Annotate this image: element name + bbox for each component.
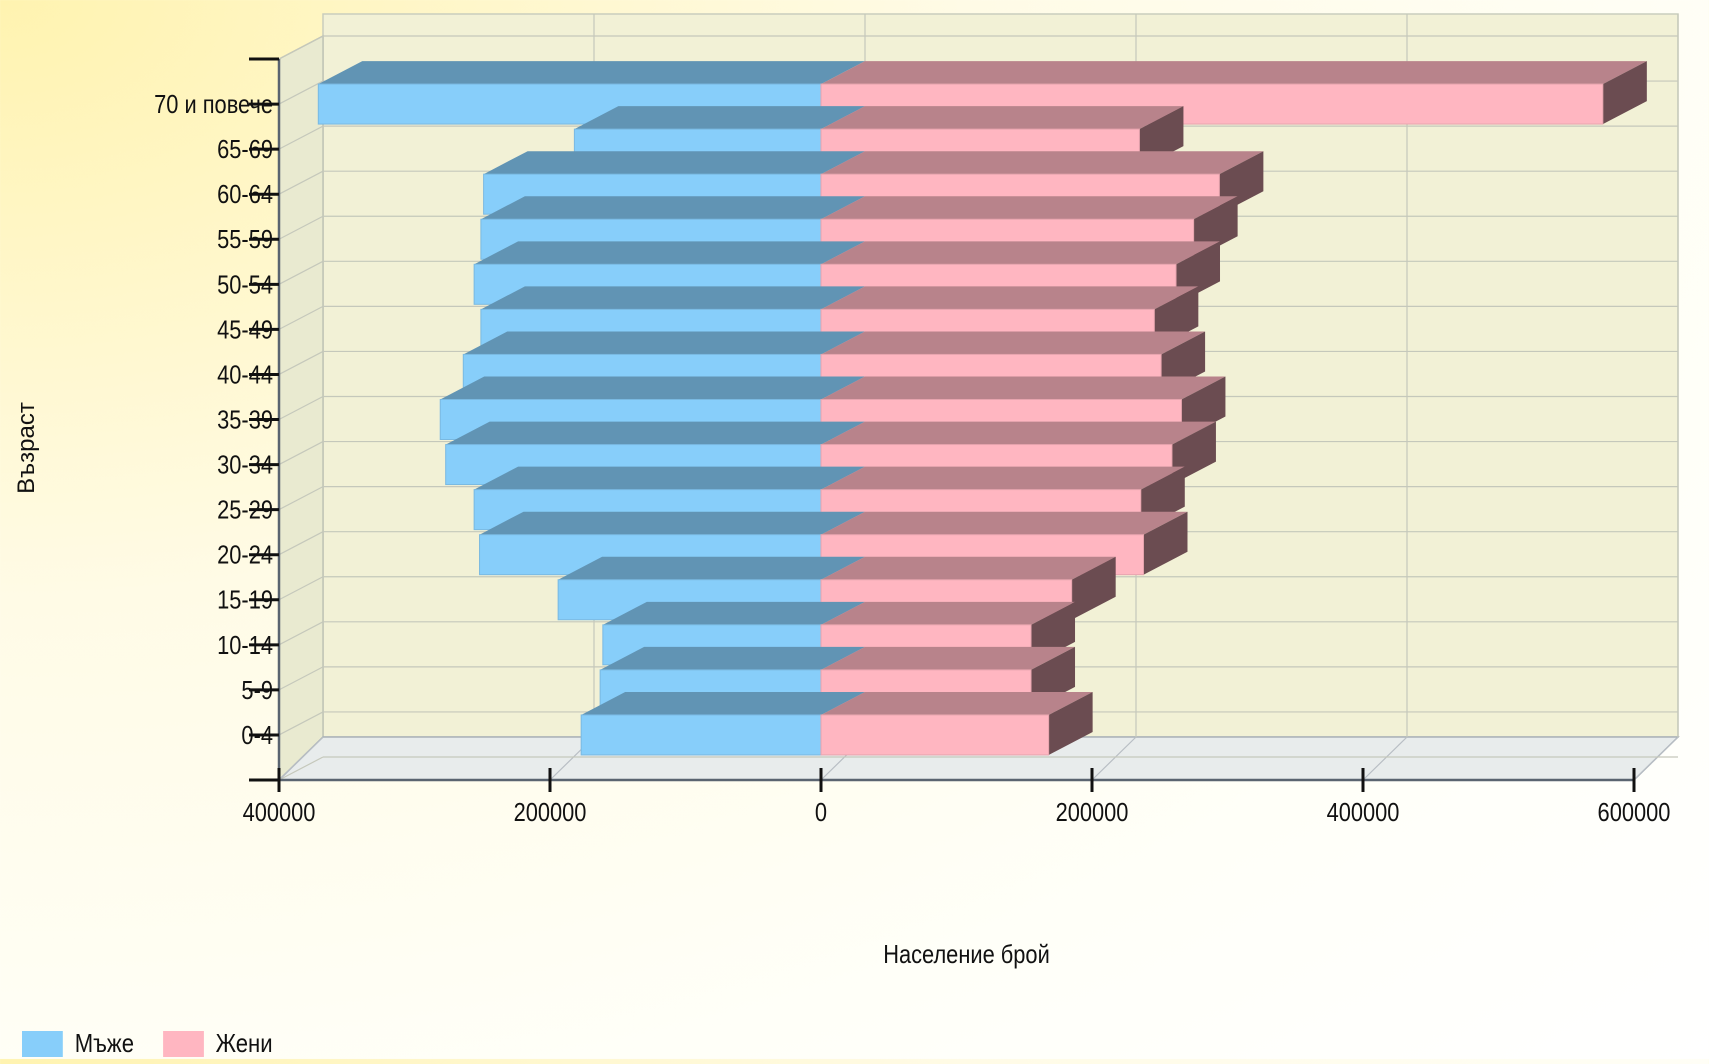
y-tick-label: 60-64 — [217, 180, 273, 209]
bar-women-top — [821, 151, 1264, 175]
bar-men-top — [480, 196, 865, 220]
side-grid-line — [278, 486, 324, 511]
side-grid-line — [278, 621, 324, 646]
bar-men-top — [463, 331, 865, 355]
y-tick-label: 40-44 — [217, 361, 273, 390]
side-grid-line — [278, 576, 324, 601]
y-tick-label: 35-39 — [217, 406, 273, 435]
bar-women-top — [821, 421, 1216, 445]
bar-women-side — [1602, 61, 1647, 125]
y-tick-label: 20-24 — [217, 541, 273, 570]
bar-women-top — [821, 196, 1238, 220]
floor-grid-line — [1091, 736, 1137, 781]
bar-women-top — [821, 376, 1226, 400]
bar-women-side — [1048, 691, 1093, 755]
y-tick-label: 55-59 — [217, 226, 273, 255]
legend-swatch-men — [22, 1030, 63, 1057]
side-grid-line — [278, 305, 324, 330]
floor-grid-line — [1633, 736, 1679, 781]
y-tick-label: 0-4 — [241, 721, 273, 750]
bar-women-top — [821, 511, 1188, 535]
y-tick-label: 45-49 — [217, 316, 273, 345]
bar-women-top — [821, 331, 1206, 355]
bar-men-top — [480, 286, 865, 310]
bar-women-front — [820, 714, 1050, 756]
bar-men-top — [440, 376, 865, 400]
y-tick-label: 70 и повече — [154, 90, 273, 119]
bar-women-side — [1143, 511, 1188, 575]
legend-item-men: Мъже — [22, 1028, 134, 1059]
bar-men-front — [580, 714, 822, 756]
legend: Мъже Жени — [22, 1028, 301, 1059]
bar-men-top — [318, 61, 865, 85]
bar-women-top — [821, 106, 1184, 130]
side-grid-line — [278, 35, 324, 60]
bar-men-top — [574, 106, 865, 130]
y-tick-label: 30-34 — [217, 451, 273, 480]
side-grid-line — [278, 531, 324, 556]
legend-item-women: Жени — [162, 1028, 273, 1059]
bar-men-top — [474, 466, 865, 490]
bar-men-top — [445, 421, 865, 445]
bar-women-top — [821, 601, 1076, 625]
y-tick-label: 65-69 — [217, 135, 273, 164]
side-grid-line — [278, 170, 324, 195]
bar-men — [580, 691, 865, 756]
side-grid-line — [278, 756, 324, 781]
bar-women-top — [821, 691, 1093, 715]
bar-women-top — [821, 286, 1199, 310]
legend-swatch-women — [162, 1030, 204, 1057]
side-grid-line — [278, 260, 324, 285]
x-tick-label: 600000 — [1598, 798, 1671, 827]
y-tick-label: 50-54 — [217, 271, 273, 300]
bar-women — [820, 691, 1093, 756]
floor-grid-line — [278, 736, 324, 781]
x-tick-label: 200000 — [514, 798, 587, 827]
bar-women-top — [821, 241, 1221, 265]
y-tick-label: 15-19 — [217, 586, 273, 615]
x-tick-label: 0 — [815, 798, 827, 827]
y-tick-label: 10-14 — [217, 631, 273, 660]
y-tick-label: 5-9 — [241, 676, 273, 705]
side-grid-line — [278, 395, 324, 421]
bar-women-top — [821, 466, 1185, 490]
bar-women-top — [821, 61, 1647, 85]
floor-grid-line — [1362, 736, 1408, 781]
x-tick-label: 400000 — [1327, 798, 1400, 827]
side-grid-line — [278, 215, 324, 240]
bar-men-top — [483, 151, 865, 175]
y-tick-label: 25-29 — [217, 496, 273, 525]
bar-men-top — [558, 556, 865, 580]
bar-women-top — [821, 556, 1116, 580]
bar-men-top — [600, 646, 865, 670]
bar-women-side — [1071, 556, 1116, 620]
side-grid-line — [278, 711, 324, 736]
x-tick-label: 200000 — [1056, 798, 1129, 827]
bar-men-top — [479, 511, 865, 535]
legend-label-women: Жени — [215, 1028, 273, 1058]
side-grid-line — [278, 666, 324, 691]
legend-label-men: Мъже — [74, 1028, 135, 1058]
side-grid-line — [278, 441, 324, 466]
side-grid-line — [278, 80, 324, 105]
side-grid-line — [278, 350, 324, 375]
bar-men-top — [474, 241, 865, 265]
bar-men-top — [602, 601, 865, 625]
bar-women-top — [821, 646, 1076, 670]
x-tick-label: 400000 — [243, 798, 316, 827]
y-axis-title: Възраст — [13, 402, 40, 494]
side-grid-line — [278, 125, 324, 150]
bar-men-top — [581, 691, 865, 715]
x-axis-title: Население брой — [883, 940, 1050, 969]
